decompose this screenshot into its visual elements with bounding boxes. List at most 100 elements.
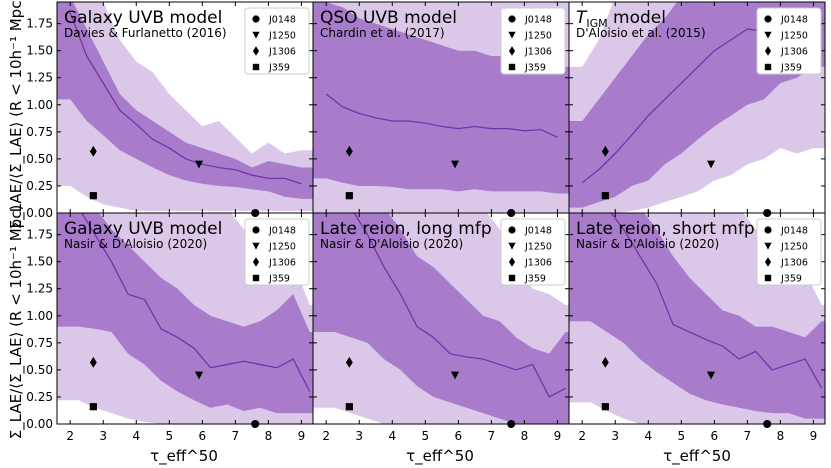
y-tick-label: 0.25	[26, 390, 53, 404]
median-line	[69, 12, 302, 185]
x-tick-label: 6	[711, 429, 719, 443]
legend-marker-j0148	[508, 15, 516, 23]
legend-marker-j359	[764, 63, 772, 71]
marker-j1250	[450, 371, 460, 380]
legend: J0148 J1250 J1306 J359	[244, 218, 310, 286]
marker-j359	[601, 192, 609, 200]
legend-label: J1250	[268, 31, 296, 42]
x-tick-label: 9	[810, 429, 818, 443]
panel-1: 0.00 0.25 0.50 0.75 1.00 1.25 1.50 1.75 Galaxy U…	[26, 1, 314, 220]
legend-marker-j1250	[508, 31, 516, 39]
legend: J0148 J1250 J1306 J359	[500, 218, 566, 286]
x-tick-label: 4	[388, 429, 396, 443]
legend-label: J359	[780, 63, 802, 74]
legend-box	[756, 7, 822, 75]
panel-title: Galaxy UVB model	[64, 219, 222, 239]
x-tick-label: 5	[165, 429, 173, 443]
legend-label: J1250	[524, 242, 552, 253]
marker-j1306	[601, 145, 609, 157]
x-tick-label: 8	[521, 429, 529, 443]
marker-j359	[89, 403, 97, 411]
legend-marker-j1306	[252, 46, 260, 56]
legend-box	[500, 7, 566, 75]
x-tick-label: 2	[322, 429, 330, 443]
legend: J0148 J1250 J1306 J359	[756, 7, 822, 75]
legend-label: J1306	[268, 258, 296, 269]
legend-marker-j359	[508, 274, 516, 282]
y-tick-label: 1.00	[26, 309, 53, 323]
y-tick-label: 0.00	[26, 206, 53, 220]
panels: 0.00 0.25 0.50 0.75 1.00 1.25 1.50 1.75 Galaxy U…	[26, 1, 826, 443]
title-main: T	[576, 8, 588, 28]
legend-marker-j359	[252, 63, 260, 71]
y-axis-title-group: Σ_LAE/⟨Σ_LAE⟩ (R < 10h⁻¹ Mpc)	[7, 205, 26, 440]
median-line	[81, 213, 311, 392]
marker-j1306	[345, 145, 353, 157]
inner-band-area	[313, 213, 569, 424]
legend-label: J1306	[268, 47, 296, 58]
legend-label: J0148	[268, 15, 296, 26]
legend-marker-j1250	[764, 242, 772, 250]
marker-j1306	[89, 145, 97, 157]
y-tick-label: 0.50	[26, 152, 53, 166]
legend-label: J359	[268, 274, 290, 285]
panel-subtitle: Nasir & D'Aloisio (2020)	[64, 237, 207, 251]
inner-band-area	[57, 2, 313, 199]
legend-marker-j0148	[508, 226, 516, 234]
marker-j359	[345, 403, 353, 411]
legend-marker-j359	[508, 63, 516, 71]
y-tick-label: 1.00	[26, 98, 53, 112]
y-tick-label: 0.25	[26, 179, 53, 193]
inner-band-area	[57, 213, 313, 414]
legend-marker-j1306	[252, 257, 260, 267]
x-axis-title-col3: τ_eff^50	[663, 447, 731, 466]
x-tick-label: 7	[744, 429, 752, 443]
legend-box	[500, 218, 566, 286]
x-tick-label: 9	[554, 429, 562, 443]
panel-title: Late reion, short mfp	[576, 219, 755, 239]
y-tick-label: 1.25	[26, 71, 53, 85]
title-subscript: IGM	[586, 17, 607, 30]
legend-marker-j1306	[764, 257, 772, 267]
panel-title: TIGM model	[576, 8, 666, 30]
panel-title: Late reion, long mfp	[320, 219, 492, 239]
legend-label: J1306	[524, 258, 552, 269]
x-tick-label: 2	[66, 429, 74, 443]
marker-j359	[89, 192, 97, 200]
marker-j1250	[706, 371, 716, 380]
y-axis-title-group-top: Σ_LAE/⟨Σ_LAE⟩ (R < 10h⁻¹ Mpc)	[7, 0, 26, 229]
legend-label: J1250	[524, 31, 552, 42]
legend-label: J0148	[524, 15, 552, 26]
y-tick-label: 1.50	[26, 44, 53, 58]
legend-label: J1306	[780, 47, 808, 58]
legend-label: J359	[268, 63, 290, 74]
x-tick-label: 2	[578, 429, 586, 443]
legend-marker-j1306	[508, 257, 516, 267]
legend-box	[244, 7, 310, 75]
panel-4: 0.00 0.25 0.50 0.75 1.00 1.25 1.50 1.75 2 3 4 5 6 7 8 9…	[26, 212, 314, 443]
x-tick-label: 8	[777, 429, 785, 443]
panel-subtitle: Chardin et al. (2017)	[320, 26, 445, 40]
x-tick-label: 4	[644, 429, 652, 443]
x-axis-title-col2: τ_eff^50	[406, 447, 474, 466]
x-tick-label: 5	[421, 429, 429, 443]
y-axis-title-top: Σ_LAE/⟨Σ_LAE⟩ (R < 10h⁻¹ Mpc)	[7, 0, 26, 229]
legend: J0148 J1250 J1306 J359	[500, 7, 566, 75]
legend-label: J1250	[780, 31, 808, 42]
marker-j1306	[89, 356, 97, 368]
x-tick-label: 4	[132, 429, 140, 443]
y-axis-title: Σ_LAE/⟨Σ_LAE⟩ (R < 10h⁻¹ Mpc)	[7, 205, 26, 440]
y-tick-label: 0.75	[26, 125, 53, 139]
panel-frame	[568, 212, 826, 425]
legend-marker-j1306	[764, 46, 772, 56]
inner-band-area	[313, 2, 569, 194]
panel-subtitle: Nasir & D'Aloisio (2020)	[576, 237, 719, 251]
marker-j1250	[194, 160, 204, 169]
x-tick-label: 3	[355, 429, 363, 443]
panel-title: Galaxy UVB model	[64, 8, 222, 28]
legend-label: J1250	[268, 242, 296, 253]
legend-label: J359	[524, 63, 546, 74]
legend-marker-j1250	[252, 242, 260, 250]
